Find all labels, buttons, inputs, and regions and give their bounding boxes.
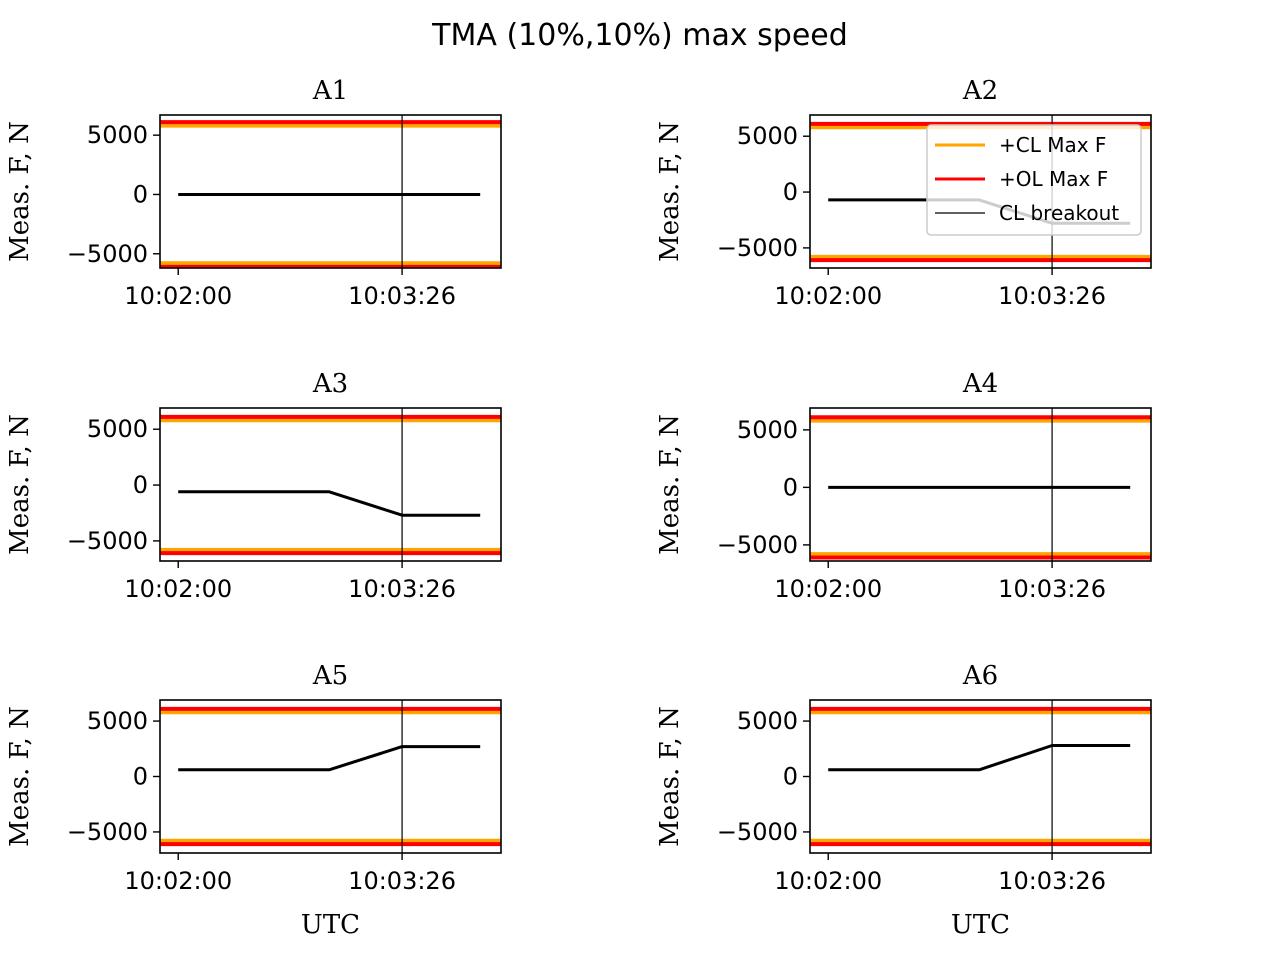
legend-label: +OL Max F — [999, 167, 1108, 191]
plot-area — [160, 700, 501, 853]
panel-title: A6 — [962, 661, 998, 691]
panel-title: A1 — [312, 76, 348, 106]
x-tick-label: 10:03:26 — [348, 867, 456, 895]
x-tick-label: 10:02:00 — [774, 575, 882, 603]
panel-title: A4 — [962, 369, 998, 399]
x-axis-label: UTC — [301, 910, 360, 940]
x-tick-label: 10:02:00 — [774, 282, 882, 310]
panel-title: A5 — [312, 661, 348, 691]
y-axis-label: Meas. F, N — [5, 706, 35, 847]
x-tick-label: 10:02:00 — [774, 867, 882, 895]
y-tick-label: −5000 — [67, 818, 148, 846]
axes-frame — [159, 407, 502, 562]
legend-label: +CL Max F — [999, 133, 1106, 157]
y-tick-label: −5000 — [717, 234, 798, 262]
y-axis-label: Meas. F, N — [5, 414, 35, 555]
panel-title: A2 — [962, 76, 998, 106]
x-axis-label: UTC — [951, 910, 1010, 940]
plot-area — [810, 408, 1151, 561]
y-tick-label: −5000 — [67, 240, 148, 268]
y-axis-label: Meas. F, N — [5, 121, 35, 262]
axes-frame — [809, 407, 1152, 562]
plot-area — [160, 408, 501, 561]
legend: +CL Max F +OL Max F CL breakout — [926, 124, 1142, 236]
force-series-line — [178, 745, 481, 772]
y-tick-label: 0 — [133, 763, 148, 791]
y-tick-label: −5000 — [717, 531, 798, 559]
y-axis-label: Meas. F, N — [655, 121, 685, 262]
x-tick-label: 10:03:26 — [998, 575, 1106, 603]
y-tick-label: 5000 — [87, 415, 148, 443]
x-tick-label: 10:02:00 — [124, 575, 232, 603]
x-tick-label: 10:02:00 — [124, 867, 232, 895]
y-tick-label: 5000 — [737, 416, 798, 444]
panel-a4: 5000 0 −5000 10:02:00 10:03:26 A4 Meas. F, N — [655, 369, 1152, 603]
y-tick-label: 5000 — [737, 122, 798, 150]
y-tick-label: 5000 — [87, 121, 148, 149]
x-tick-label: 10:03:26 — [348, 575, 456, 603]
axes-frame — [159, 699, 502, 854]
plot-area — [160, 115, 501, 268]
legend-label: CL breakout — [999, 201, 1119, 225]
panel-a5: 5000 0 −5000 10:02:00 10:03:26 A5 Meas. F, N UT… — [5, 661, 502, 940]
force-series-line — [178, 490, 481, 517]
panel-a6: 5000 0 −5000 10:02:00 10:03:26 A6 Meas. F, N UT… — [655, 661, 1152, 940]
y-tick-label: 0 — [783, 473, 798, 501]
x-tick-label: 10:03:26 — [998, 282, 1106, 310]
y-axis-label: Meas. F, N — [655, 414, 685, 555]
x-tick-label: 10:03:26 — [348, 282, 456, 310]
y-tick-label: 5000 — [737, 707, 798, 735]
panel-a1: 5000 0 −5000 10:02:00 10:03:26 A1 Meas. F, N — [5, 76, 502, 310]
plot-area — [810, 700, 1151, 853]
force-series-line — [828, 744, 1131, 772]
axes-frame — [159, 114, 502, 269]
y-tick-label: 0 — [133, 180, 148, 208]
y-tick-label: 5000 — [87, 707, 148, 735]
figure-title: TMA (10%,10%) max speed — [431, 18, 848, 53]
x-tick-label: 10:02:00 — [124, 282, 232, 310]
panel-title: A3 — [312, 369, 348, 399]
y-tick-label: 0 — [133, 471, 148, 499]
y-tick-label: 0 — [783, 178, 798, 206]
y-tick-label: 0 — [783, 763, 798, 791]
x-tick-label: 10:03:26 — [998, 867, 1106, 895]
y-tick-label: −5000 — [717, 818, 798, 846]
legend-box — [926, 124, 1142, 236]
y-axis-label: Meas. F, N — [655, 706, 685, 847]
axes-frame — [809, 699, 1152, 854]
y-tick-label: −5000 — [67, 527, 148, 555]
panel-a3: 5000 0 −5000 10:02:00 10:03:26 A3 Meas. F, N — [5, 369, 502, 603]
